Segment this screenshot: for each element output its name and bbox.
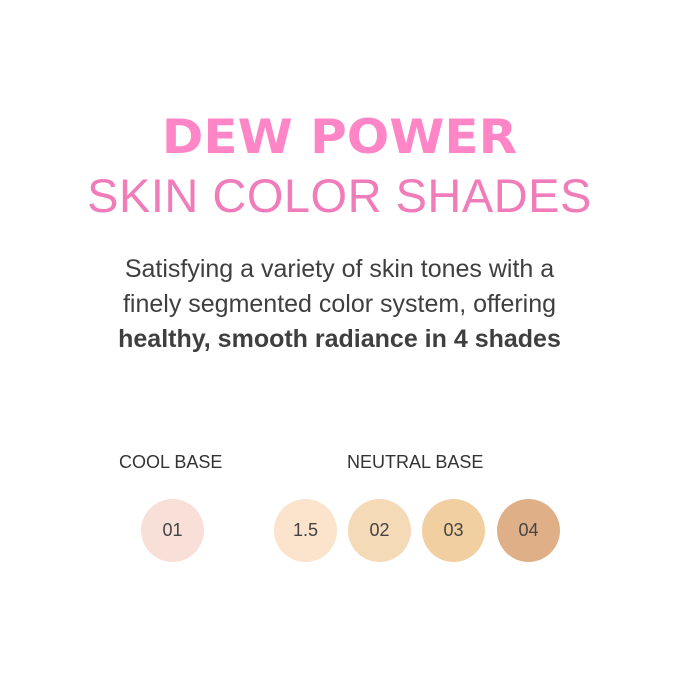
description: Satisfying a variety of skin tones with … <box>0 252 679 357</box>
shade-swatch-04: 04 <box>497 499 560 562</box>
cool-base-label: COOL BASE <box>119 452 223 472</box>
shade-label: 1.5 <box>292 520 319 540</box>
shade-label: 01 <box>162 520 183 540</box>
shade-label: 03 <box>443 520 464 540</box>
shade-swatch-1-5: 1.5 <box>274 499 337 562</box>
shade-label: 02 <box>369 520 390 540</box>
shade-swatch-02: 02 <box>348 499 411 562</box>
description-line: Satisfying a variety of skin tones with … <box>124 255 555 283</box>
page-subtitle: SKIN COLOR SHADES <box>87 169 592 222</box>
description-line: finely segmented color system, offering <box>122 290 557 318</box>
shade-swatch-03: 03 <box>422 499 485 562</box>
shade-label: 04 <box>518 520 539 540</box>
page-title: DEW POWER <box>161 109 518 165</box>
neutral-base-label: NEUTRAL BASE <box>347 452 484 472</box>
description-highlight: healthy, smooth radiance in 4 shades <box>118 325 561 353</box>
shade-swatch-01: 01 <box>141 499 204 562</box>
